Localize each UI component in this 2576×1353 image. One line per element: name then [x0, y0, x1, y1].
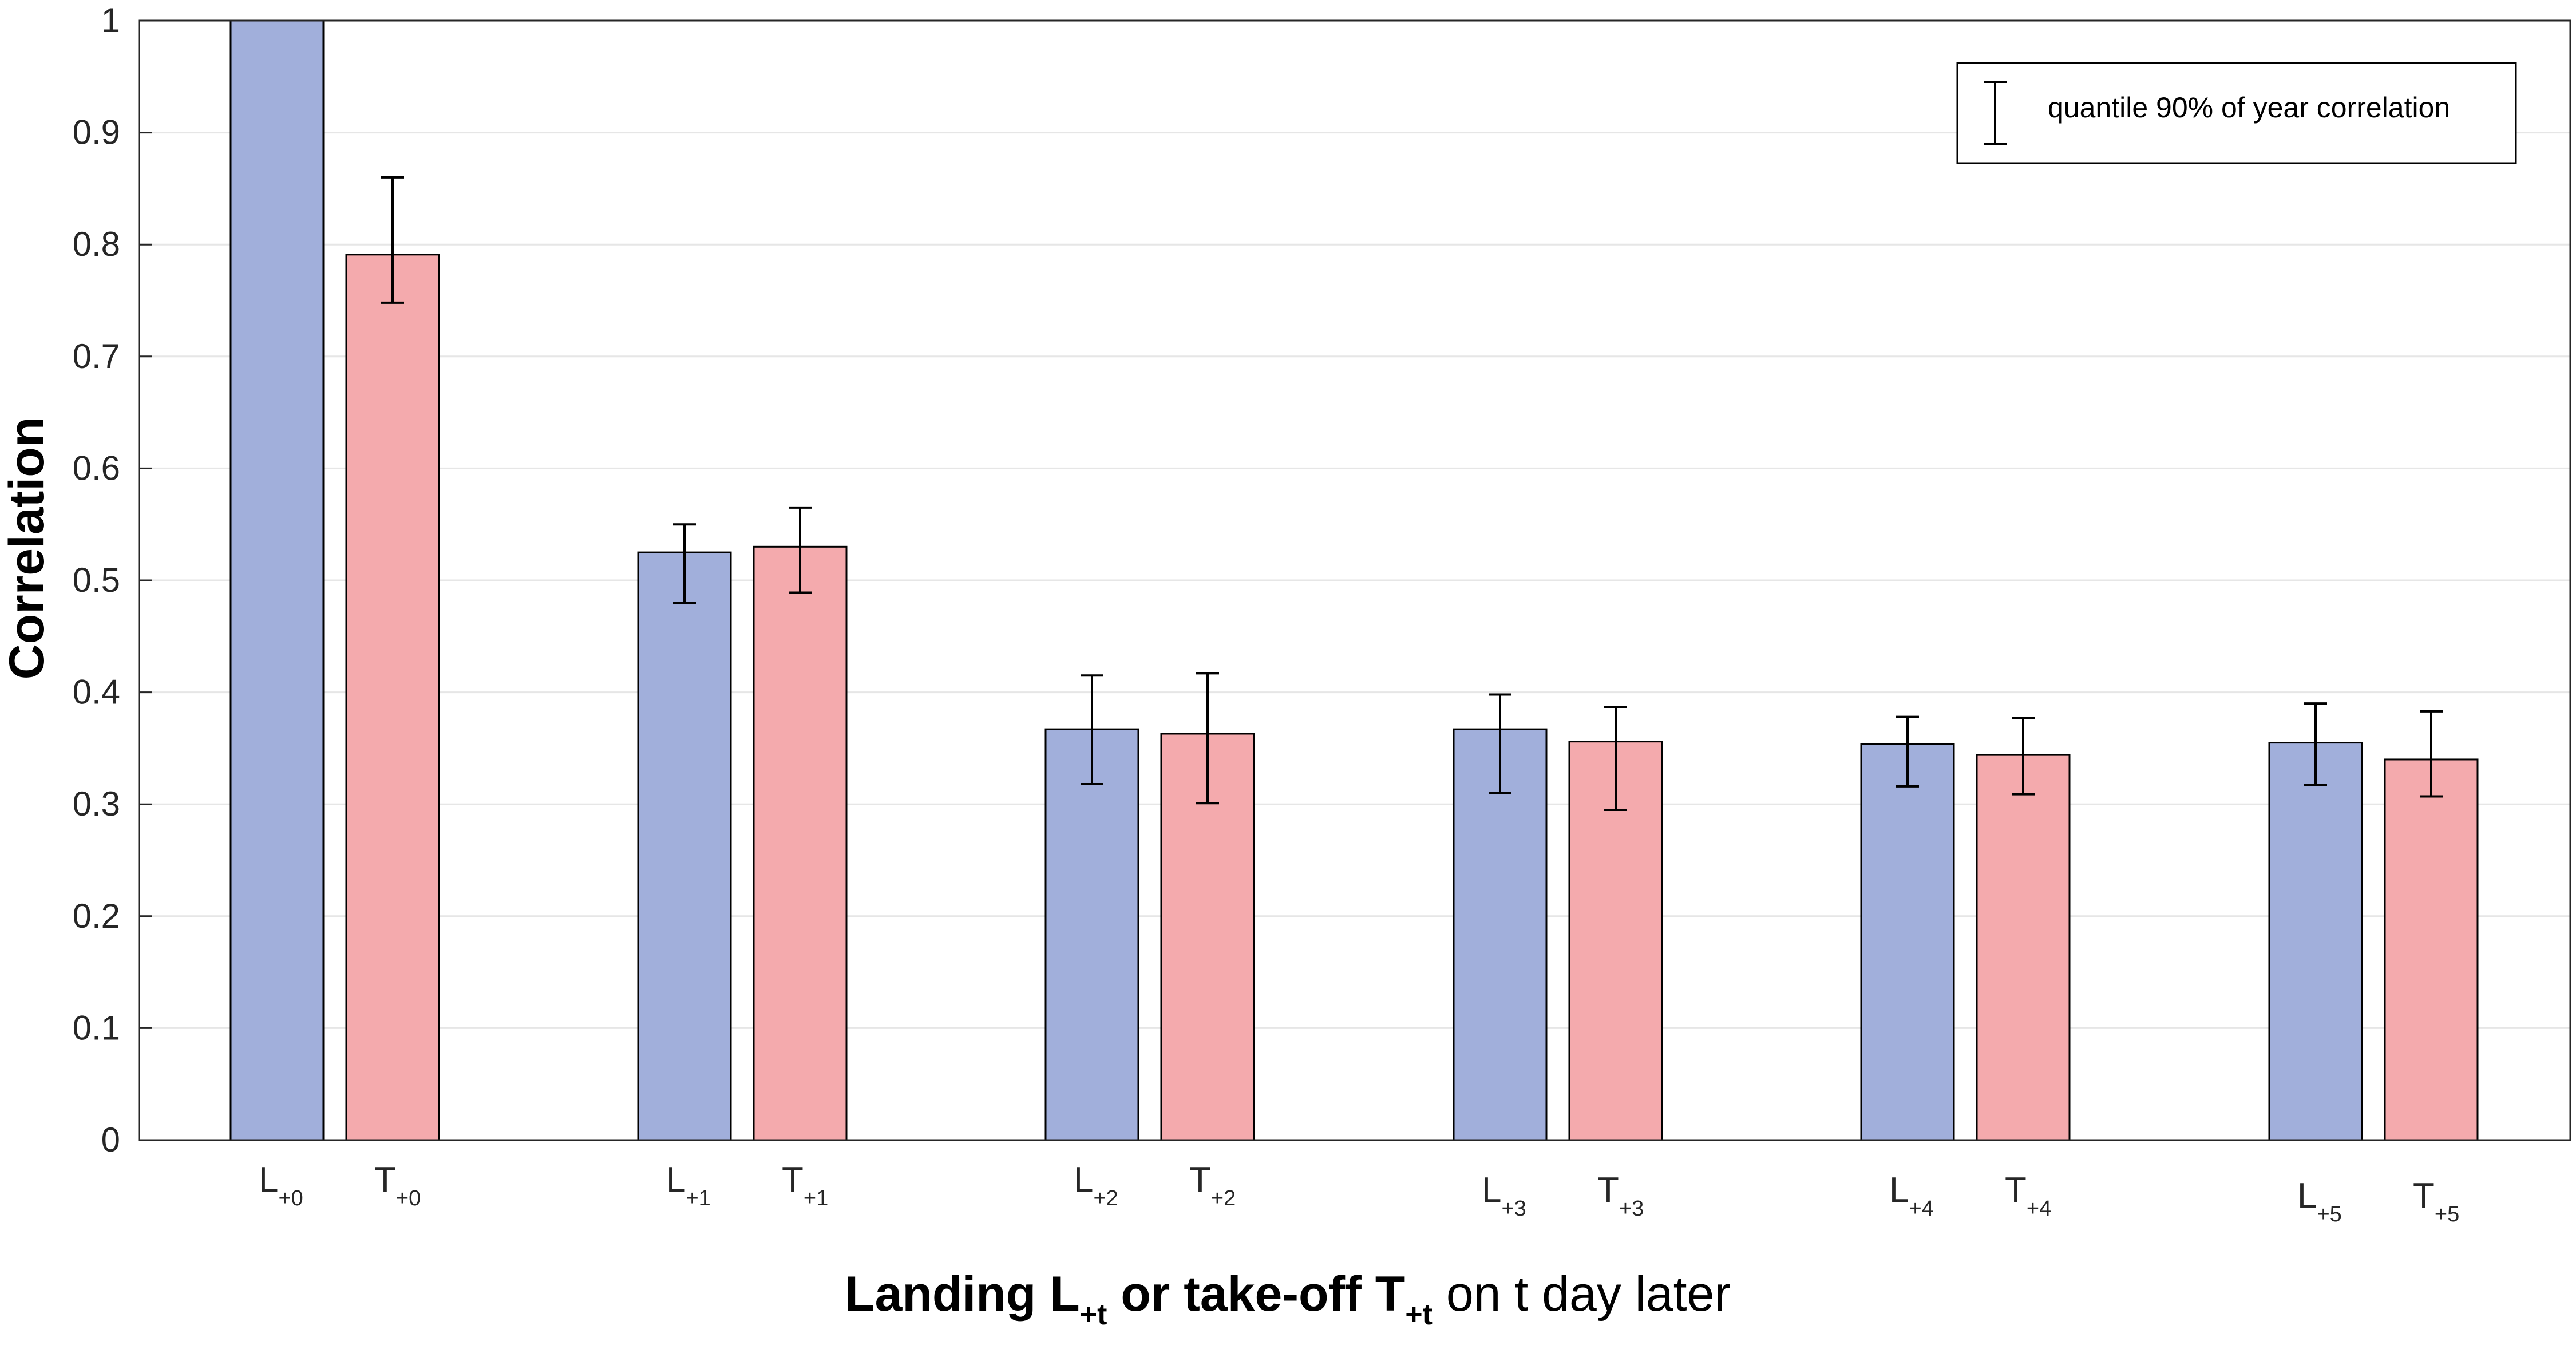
takeoff-error-bar — [1196, 672, 1219, 805]
grid-lines — [139, 19, 2570, 1141]
y-tick-label: 0 — [101, 1121, 120, 1159]
landing-error-bar — [1489, 693, 1511, 794]
error-bars — [381, 176, 2443, 811]
y-tick-label: 0.8 — [73, 225, 120, 263]
y-tick-label: 0.3 — [73, 785, 120, 823]
landing-tick-label: L+4 — [1889, 1170, 1934, 1221]
plot-frame — [138, 19, 2571, 1141]
y-tick-label: 1 — [101, 1, 120, 39]
axes — [138, 19, 2571, 1141]
x-tick-labels: L+0 T+0 L+1 T+1 L+2 T+2 L+3 T+3 L+4 T+4 L+5 T+5 — [259, 1160, 2459, 1227]
landing-bar — [229, 19, 325, 1141]
y-tick-label: 0.1 — [73, 1008, 120, 1047]
x-axis-label-takeoff: or take-off T — [1107, 1267, 1405, 1322]
landing-tick-label: L+2 — [1074, 1160, 1118, 1210]
legend-errorbar-icon — [1984, 81, 2007, 145]
x-axis-label-takeoff-sub: +t — [1405, 1298, 1433, 1331]
landing-tick-label: L+1 — [666, 1160, 711, 1210]
x-axis-label-landing: Landing L — [845, 1267, 1080, 1322]
legend-box — [1956, 62, 2517, 164]
x-axis-label: Landing L+t or take-off T+t on t day lat… — [845, 1267, 1731, 1331]
x-axis-label-suffix: on t day later — [1433, 1267, 1731, 1322]
bars — [229, 19, 2479, 1141]
y-tick-label: 0.2 — [73, 897, 120, 935]
landing-tick-label: L+0 — [259, 1160, 303, 1210]
landing-error-bar — [1896, 715, 1919, 788]
landing-bar — [2268, 742, 2363, 1141]
takeoff-error-bar — [2012, 717, 2035, 796]
takeoff-bar — [1976, 754, 2071, 1141]
takeoff-error-bar — [2420, 710, 2443, 798]
takeoff-tick-label: T+5 — [2413, 1176, 2459, 1227]
y-tick-label: 0.9 — [73, 113, 120, 152]
legend: quantile 90% of year correlation — [1956, 62, 2517, 164]
y-tick-label: 0.7 — [73, 337, 120, 375]
landing-error-bar — [1081, 674, 1103, 785]
takeoff-error-bar — [381, 176, 404, 304]
y-tick-label: 0.5 — [73, 561, 120, 599]
landing-bar — [1044, 728, 1139, 1141]
takeoff-bar — [753, 545, 848, 1141]
takeoff-tick-label: T+4 — [2005, 1170, 2051, 1221]
landing-tick-label: L+5 — [2297, 1176, 2342, 1227]
takeoff-tick-label: T+0 — [374, 1160, 421, 1210]
landing-error-bar — [2304, 702, 2327, 786]
landing-tick-label: L+3 — [1482, 1170, 1526, 1221]
takeoff-tick-label: T+3 — [1597, 1170, 1644, 1221]
takeoff-error-bar — [1604, 706, 1627, 811]
takeoff-error-bar — [789, 506, 812, 594]
takeoff-tick-label: T+1 — [782, 1160, 828, 1210]
takeoff-bar — [345, 254, 440, 1141]
landing-bar — [1860, 743, 1955, 1141]
legend-label: quantile 90% of year correlation — [2048, 92, 2450, 124]
landing-bar — [1453, 728, 1548, 1141]
landing-bar — [637, 551, 732, 1141]
y-tick-labels: 0 0.1 0.2 0.3 0.4 0.5 0.6 0.7 0.8 0.9 1 — [73, 1, 120, 1159]
takeoff-bar — [2384, 758, 2479, 1141]
y-axis-label: Correlation — [0, 417, 54, 680]
x-axis-label-landing-sub: +t — [1080, 1298, 1107, 1331]
landing-error-bar — [673, 523, 696, 604]
y-tick-label: 0.6 — [73, 449, 120, 487]
y-tick-label: 0.4 — [73, 673, 120, 711]
takeoff-tick-label: T+2 — [1189, 1160, 1236, 1210]
